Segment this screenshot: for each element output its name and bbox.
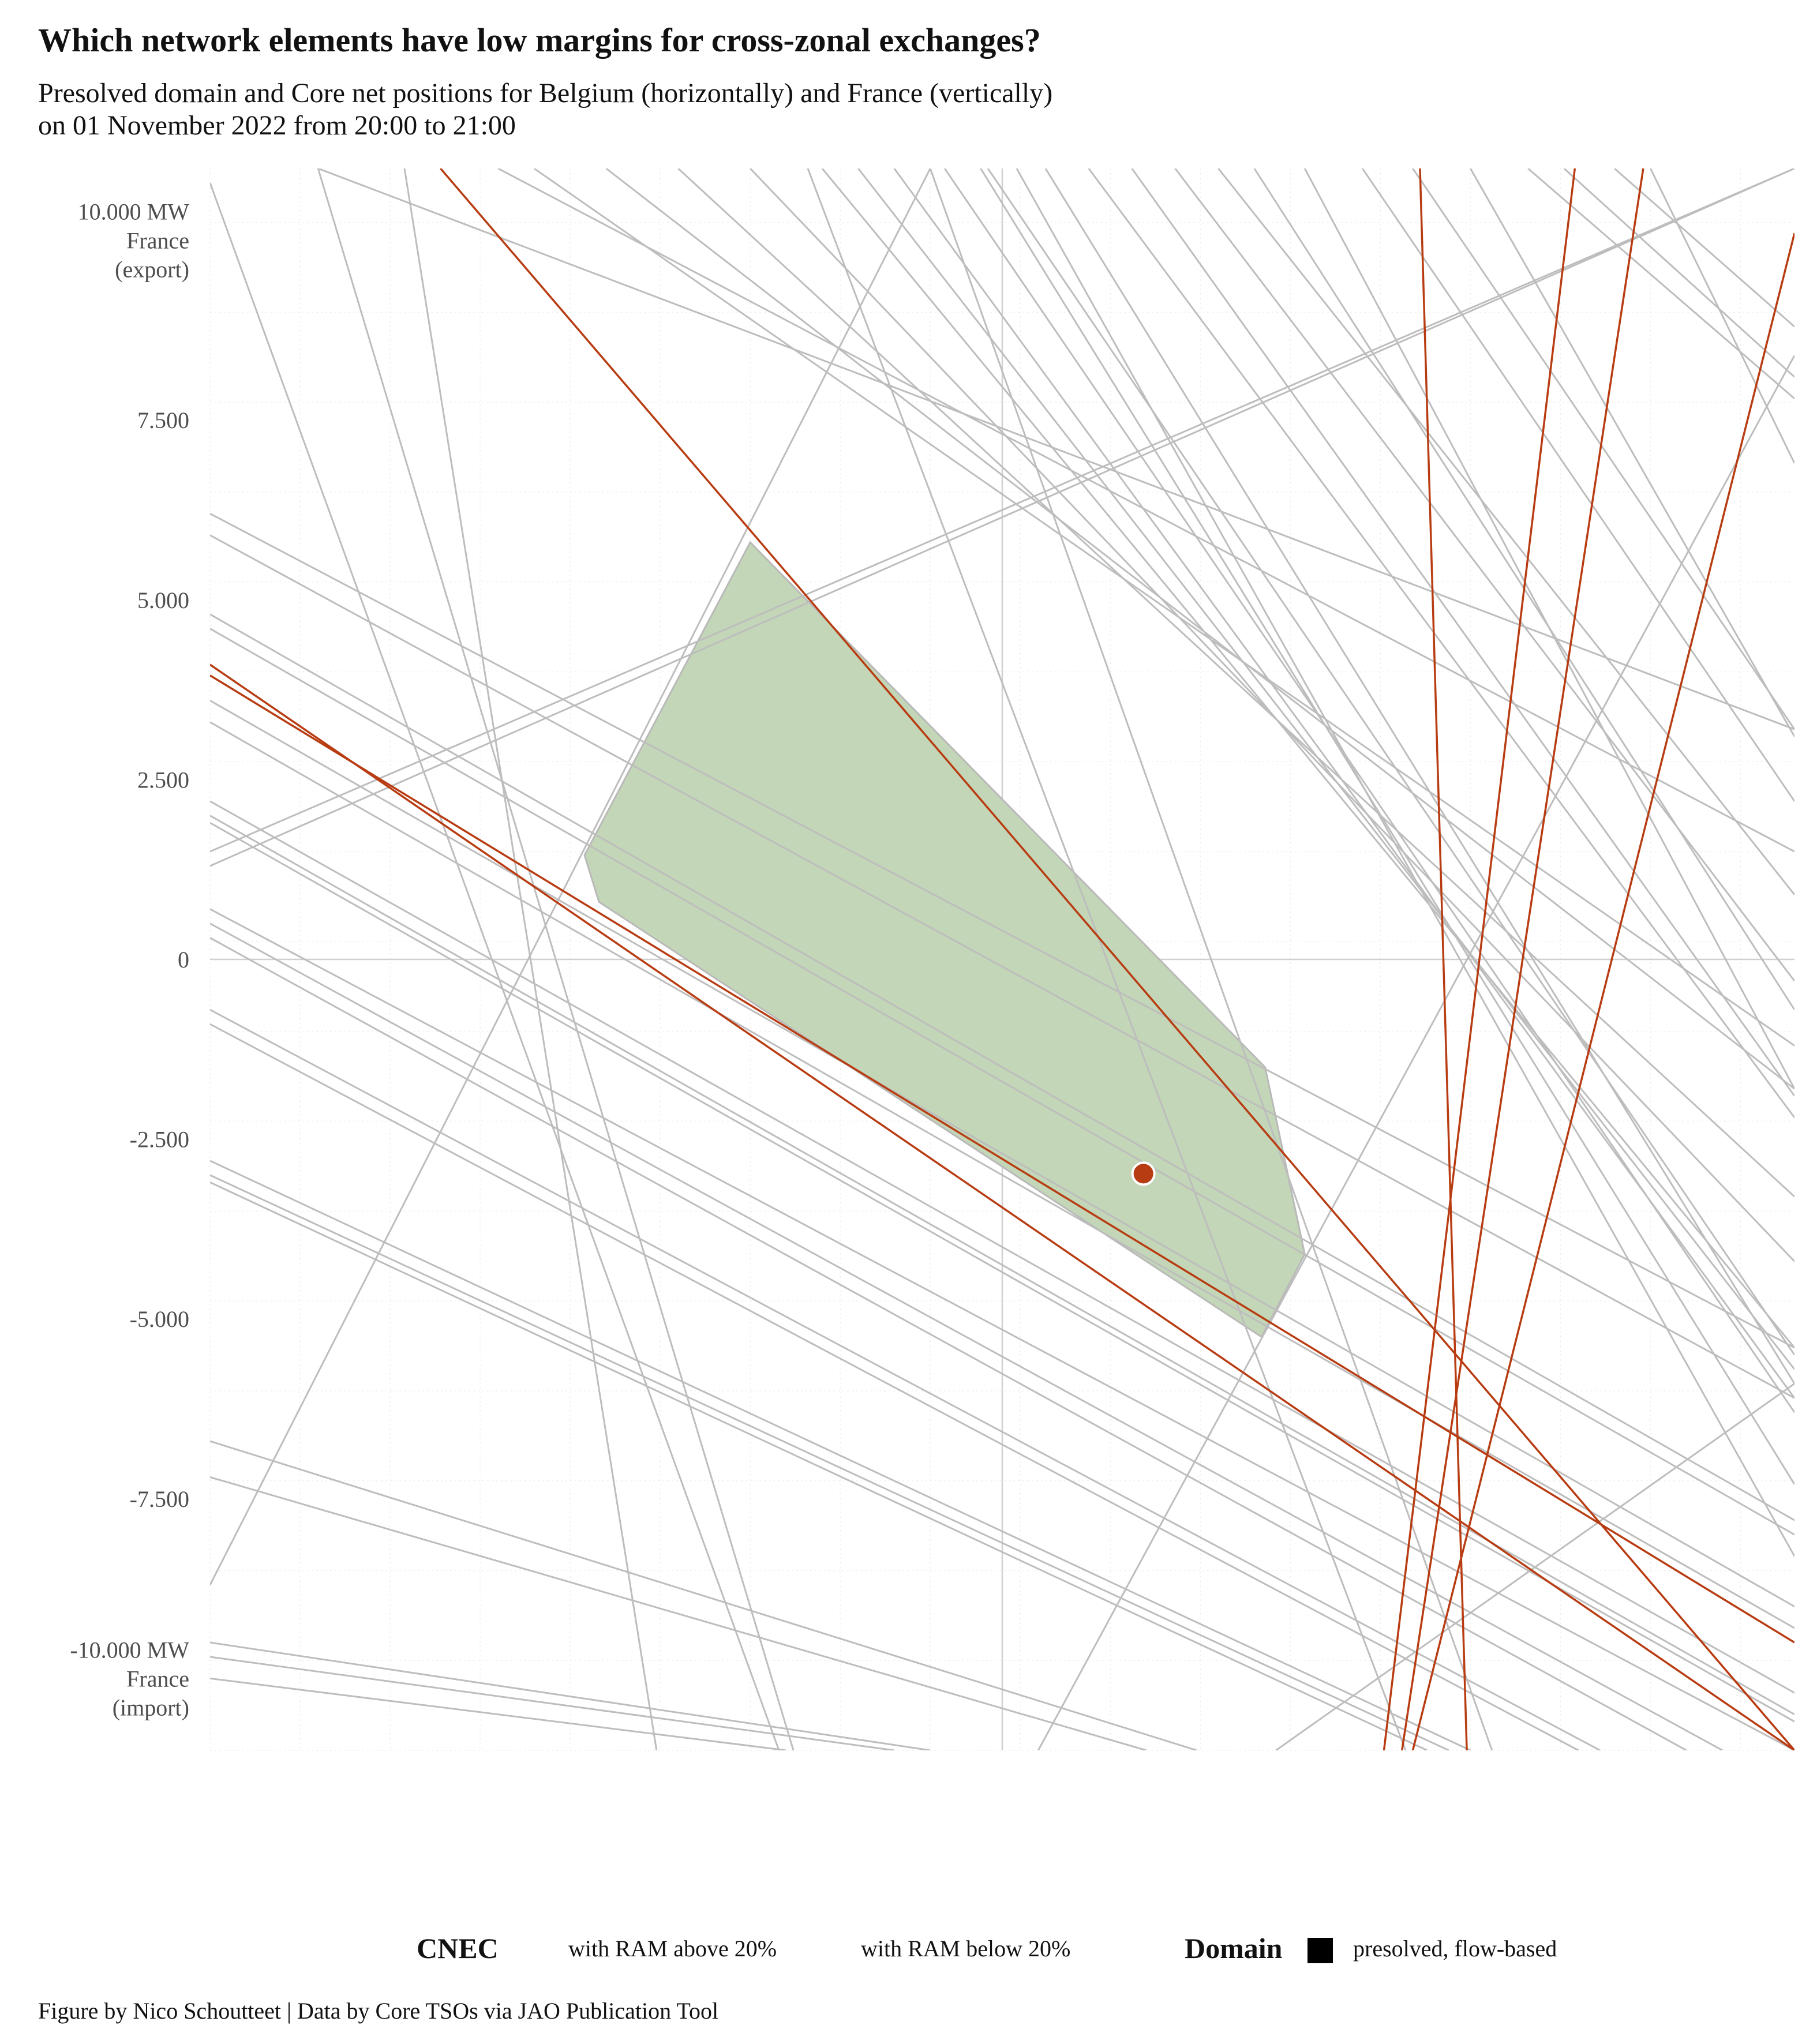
y-tick-label: 5.000 [137,587,189,613]
cnec-line-ram-above [497,168,1794,853]
cnec-line-ram-above [210,1440,1197,1750]
cnec-line-ram-above [1174,168,1794,982]
cnec-line-ram-above [857,168,1794,1370]
cnec-line-ram-above [210,1023,1579,1750]
cnec-line-ram-above [210,700,1794,1608]
cnec-line-ram-above [210,1160,1471,1750]
cnec-line-ram-above [1044,168,1794,1385]
cnec-line-ram-above [533,168,1794,1047]
cnec-line-ram-above [210,922,1723,1750]
plot-panel [210,168,1794,1750]
y-tick-label: 10.000 MW France (export) [78,199,190,283]
cnec-line-ram-above [210,822,1794,1723]
cnec-line-ram-above [1361,168,1794,802]
cnec-line-ram-above [1470,168,1794,737]
cnec-line-ram-above [210,1656,894,1750]
chart-title: Which network elements have low margins … [38,21,1041,59]
cnec-line-ram-below [210,663,1794,1750]
legend-domain-title: Domain [1185,1932,1283,1964]
legend: CNEC with RAM above 20% with RAM below 2… [417,1932,1557,1964]
y-tick-label: 2.500 [137,767,189,793]
cnec-line-ram-above [317,168,795,1750]
y-tick-label: -10.000 MW France (import) [70,1637,189,1720]
cnec-line-ram-above [1131,168,1794,1097]
cnec-line-ram-above [210,613,1794,1521]
y-tick-label: -7.500 [130,1486,189,1512]
chart-subtitle: Presolved domain and Core net positions … [38,77,1769,142]
cnec-line-ram-above [807,168,1407,1750]
cnec-line-ram-above [210,908,1794,1750]
cnec-line-ram-above [1650,168,1794,464]
cnec-line-ram-above [605,168,1794,1090]
cnec-line-ram-above [1016,168,1794,1557]
figure-caption: Figure by Nico Schoutteet | Data by Core… [38,1998,719,2024]
axis-labels: 10.000 MW France (export) 7.500 5.000 2.500 0 -… [70,199,189,1721]
cnec-line-ram-below [210,674,1794,1644]
legend-label-ram-above: with RAM above 20% [568,1936,777,1962]
cnec-line-ram-above [1412,168,1794,730]
cnec-line-ram-below [1419,168,1468,1750]
cnec-line-ram-below [1411,232,1794,1750]
cnec-line-ram-above [1217,168,1794,895]
cnec-line-ram-above [987,168,1794,1356]
subtitle-line-1: Presolved domain and Core net positions … [38,78,1053,108]
y-tick-label: 0 [178,947,189,973]
cnec-line-ram-above [210,1677,786,1750]
cnec-line-ram-below [1383,168,1576,1750]
cnec-lines-high-ram [210,168,1794,1750]
net-position-point [1131,1161,1156,1186]
cnec-line-ram-above [210,1174,1449,1750]
cnec-line-ram-above [210,512,1794,1349]
cnec-line-ram-above [210,628,1794,1536]
cnec-line-ram-above [317,168,1794,730]
subtitle-line-2: on 01 November 2022 from 20:00 to 21:00 [38,110,516,141]
y-tick-label: -5.000 [130,1306,189,1332]
cnec-line-ram-above [210,182,780,1750]
cnec-line-ram-above [210,937,1687,1750]
cnec-lines-low-ram [210,168,1794,1750]
cnec-line-ram-above [1527,168,1794,399]
legend-key-domain [1308,1938,1333,1963]
cnec-line-ram-above [210,168,1794,853]
cnec-line-ram-above [210,534,1794,1399]
y-tick-label: 7.500 [137,407,189,433]
legend-key-ram-above [526,1938,552,1963]
cnec-line-ram-above [1613,168,1794,328]
cnec-line-ram-above [210,168,931,1586]
cnec-line-ram-above [403,168,658,1750]
cnec-line-ram-above [677,168,1794,1198]
cnec-line-ram-above [210,1641,931,1750]
y-tick-label: -2.500 [130,1127,189,1153]
cnec-line-ram-above [1303,168,1794,1090]
cnec-line-ram-above [210,1182,1428,1750]
legend-cnec-title: CNEC [417,1932,499,1964]
cnec-line-ram-above [943,168,1794,1413]
cnec-line-ram-above [210,1476,1147,1750]
cnec-line-ram-above [210,800,1794,1694]
presolved-domain-area [583,541,1306,1338]
cnec-line-ram-above [210,815,1794,1715]
cnec-line-ram-above [210,168,1794,867]
legend-label-domain: presolved, flow-based [1353,1936,1557,1962]
cnec-line-ram-above [980,168,1794,1485]
cnec-line-ram-above [821,168,1794,1348]
cnec-line-ram-above [1563,168,1794,378]
legend-label-ram-below: with RAM below 20% [861,1936,1070,1962]
legend-key-ram-below [818,1938,844,1963]
cnec-line-ram-below [1401,168,1644,1750]
cnec-line-ram-above [210,721,1794,1629]
cnec-line-ram-below [440,168,1794,1750]
cnec-line-ram-above [210,1008,1601,1750]
cnec-line-ram-above [1088,168,1794,1119]
cnec-line-ram-above [929,168,1493,1750]
